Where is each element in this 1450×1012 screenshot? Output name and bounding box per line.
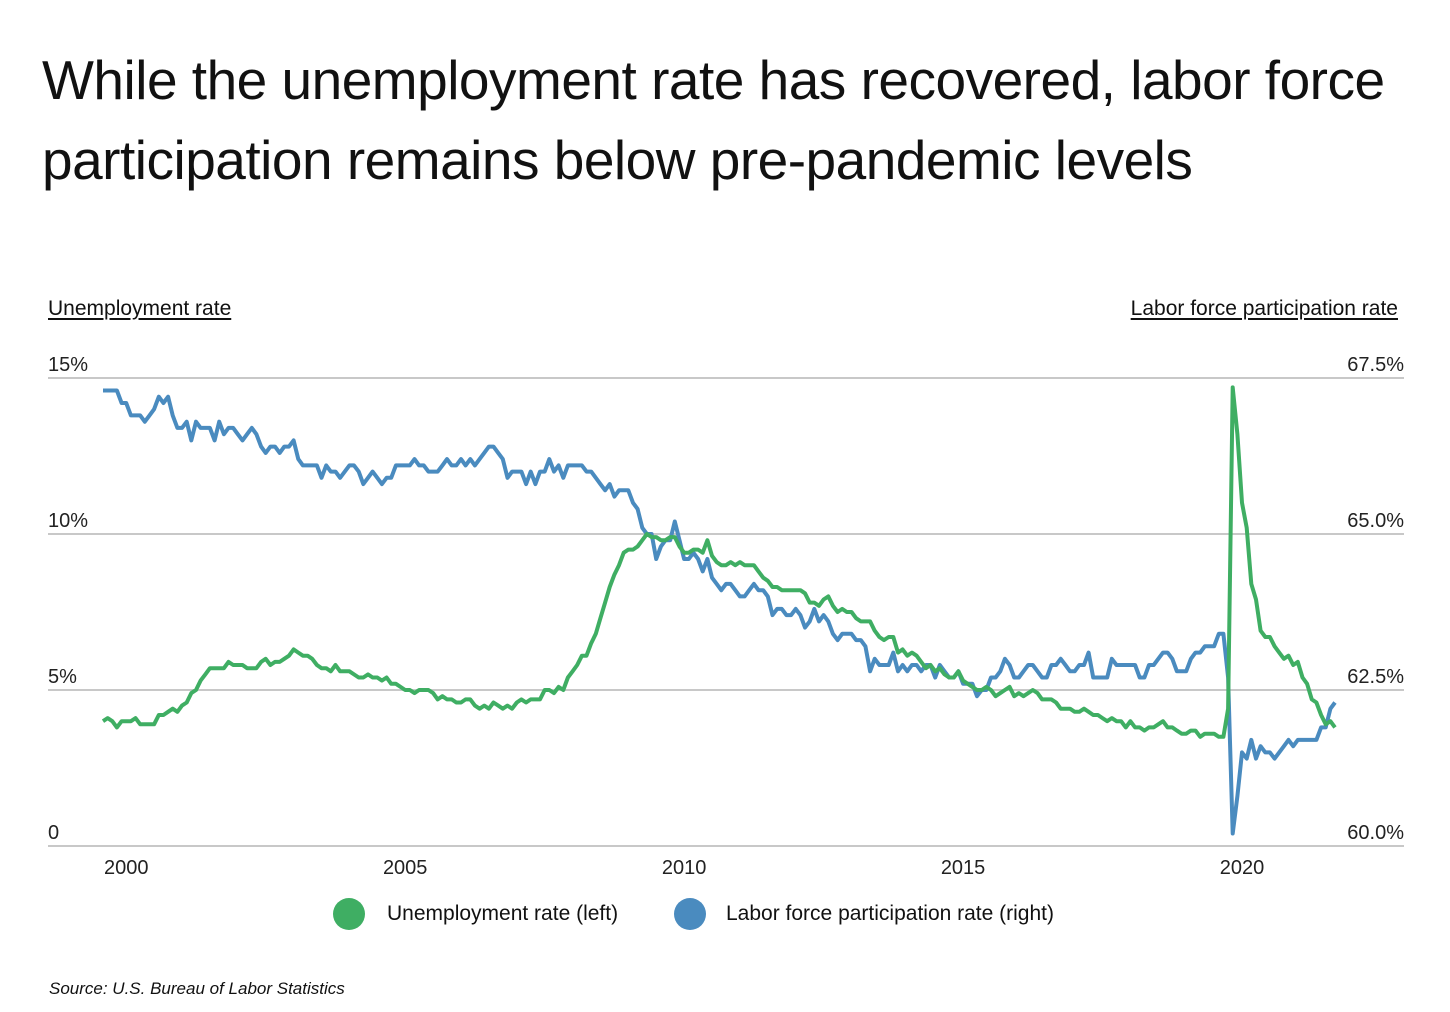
right-tick-label: 62.5% (1347, 666, 1404, 688)
left-tick-label: 15% (48, 354, 88, 376)
right-axis-label: Labor force participation rate (1130, 297, 1398, 320)
x-tick-label: 2020 (1220, 857, 1265, 879)
legend-participation-marker (674, 898, 706, 930)
legend-unemployment-marker (333, 898, 365, 930)
participation-rate-line (103, 388, 1337, 836)
legend-unemployment-label: Unemployment rate (left) (387, 902, 619, 925)
x-tick-label: 2015 (941, 857, 986, 879)
legend-participation-label: Labor force participation rate (right) (726, 902, 1054, 925)
source-note: Source: U.S. Bureau of Labor Statistics (49, 979, 345, 998)
x-tick-label: 2005 (383, 857, 428, 879)
unemployment-rate-line (101, 385, 1337, 739)
right-tick-label: 65.0% (1347, 510, 1404, 532)
legend: Unemployment rate (left) Labor force par… (0, 898, 1450, 930)
x-tick-label: 2000 (104, 857, 149, 879)
chart-title: While the unemployment rate has recovere… (42, 49, 1385, 191)
left-tick-label: 0 (48, 822, 59, 844)
left-tick-label: 5% (48, 666, 77, 688)
x-tick-label: 2010 (662, 857, 707, 879)
left-axis-label: Unemployment rate (48, 297, 232, 320)
right-tick-label: 67.5% (1347, 354, 1404, 376)
left-tick-label: 10% (48, 510, 88, 532)
right-tick-label: 60.0% (1347, 822, 1404, 844)
